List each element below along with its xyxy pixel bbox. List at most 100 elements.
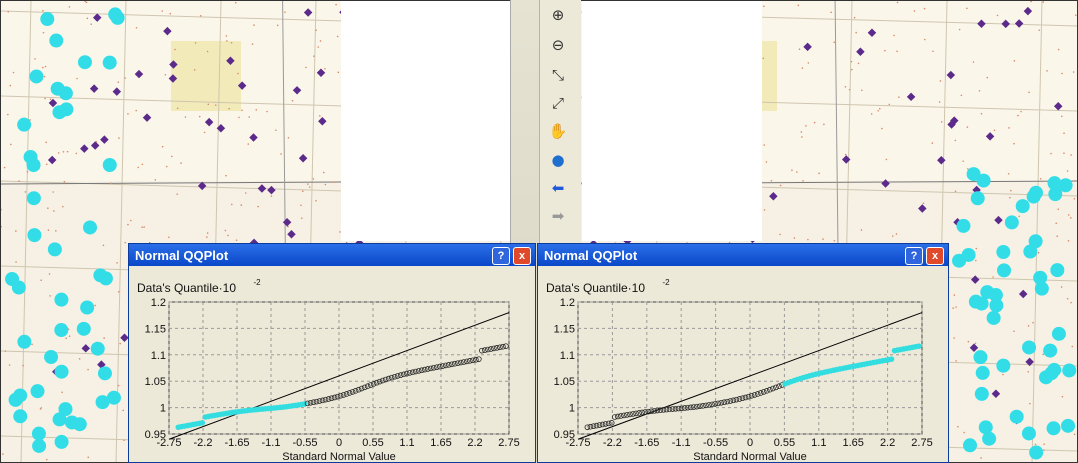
selected-point [90,341,105,356]
dialog-title-bar[interactable]: Normal QQPlot ? x [538,244,948,266]
full-extent-globe-icon[interactable]: ● [551,151,565,169]
zoom-out-icon[interactable]: ⊖ [551,36,565,54]
sample-point [89,84,99,93]
qq-point [361,384,368,391]
sample-point [249,133,258,142]
qq-point [630,411,636,417]
map-speckle [7,113,9,116]
sample-point [298,153,308,163]
forward-arrow-icon[interactable]: ➡ [551,207,565,225]
y-tick-label: 1.15 [145,323,166,335]
qq-point [427,365,434,372]
sample-point [856,47,865,56]
map-speckle [52,191,54,193]
map-speckle [335,3,337,6]
selected-point [1029,445,1044,460]
sample-point [142,113,152,122]
y-axis-label: Data's Quantile·10 [137,281,236,295]
map-speckle [315,29,317,31]
map-speckle [1037,251,1040,254]
map-speckle [1009,196,1011,199]
map-speckle [45,141,47,144]
back-arrow-icon[interactable]: ⬅ [551,179,565,197]
qq-point [718,400,724,406]
qqplot-chart-right: Data's Quantile·10 -2 -2.75 -2.2 -1.65 -1.1 -0… [538,266,948,462]
qq-point [724,398,731,405]
qq-point [776,383,782,390]
map-speckle [1027,325,1030,327]
help-button[interactable]: ? [905,247,923,265]
map-speckle [992,276,994,278]
map-speckle [975,247,978,250]
fixed-zoom-out-icon[interactable]: ⤢ [551,94,564,112]
qq-point [584,424,591,431]
qq-point [590,423,597,429]
map-speckle [1017,114,1019,117]
map-speckle [318,115,321,117]
map-speckle [165,165,168,168]
qq-point [388,374,395,381]
sample-point [81,344,91,353]
fixed-zoom-in-icon[interactable]: ⤡ [551,66,564,84]
qq-point-selected [199,420,206,426]
map-speckle [860,229,863,231]
qq-point [430,364,437,371]
map-speckle [913,10,916,12]
y-tick-label: 1.05 [145,376,166,388]
selected-point [1051,326,1066,341]
map-speckle [955,360,957,362]
map-speckle [972,61,975,63]
map-speckle [3,166,6,169]
qqplot-dialog-right[interactable]: Normal QQPlot ? x Data's Quantile·10 -2 -2… [537,243,949,463]
close-button[interactable]: x [926,247,944,265]
map-speckle [55,230,57,232]
selected-point [1021,426,1036,441]
y-tick-label: 1 [160,403,166,415]
x-tick-label: -0.55 [292,437,317,449]
pan-hand-icon[interactable]: ✋ [548,122,568,140]
map-speckle [169,12,172,15]
qq-point [760,389,767,395]
map-speckle [180,162,182,164]
map-speckle [1008,127,1010,129]
qq-point [479,347,485,354]
dialog-title-bar[interactable]: Normal QQPlot ? x [129,244,535,266]
selected-point [80,300,95,315]
map-speckle [42,31,45,34]
sample-point [985,132,995,141]
qq-point [334,393,341,400]
map-speckle [234,1,237,4]
map-speckle [800,131,803,133]
map-speckle [193,69,196,71]
qq-point [633,410,639,417]
qq-point [703,402,709,409]
map-speckle [762,57,765,60]
map-speckle [818,172,820,175]
map-speckle [966,126,969,128]
map-speckle [1057,48,1060,51]
map-speckle [84,1,87,3]
map-speckle [963,431,965,434]
help-button[interactable]: ? [492,247,510,265]
map-speckle [244,192,247,194]
map-speckle [1013,330,1015,333]
selected-point [17,117,32,132]
map-speckle [90,23,93,25]
map-speckle [1010,189,1012,192]
sample-point [937,156,946,165]
map-speckle [805,125,807,127]
map-speckle [44,97,46,100]
map-speckle [802,180,804,182]
zoom-in-icon[interactable]: ⊕ [551,6,565,24]
close-button[interactable]: x [513,247,531,265]
map-speckle [807,62,810,64]
map-speckle [1043,449,1045,451]
qq-point [409,369,416,375]
qqplot-dialog-left[interactable]: Normal QQPlot ? x Data's Quantile·10 -2 -2… [128,243,536,463]
map-speckle [116,262,118,264]
qq-point [304,400,311,407]
map-speckle [763,209,766,211]
selected-point [47,242,62,257]
qq-point [455,360,461,366]
qq-point [364,383,371,390]
